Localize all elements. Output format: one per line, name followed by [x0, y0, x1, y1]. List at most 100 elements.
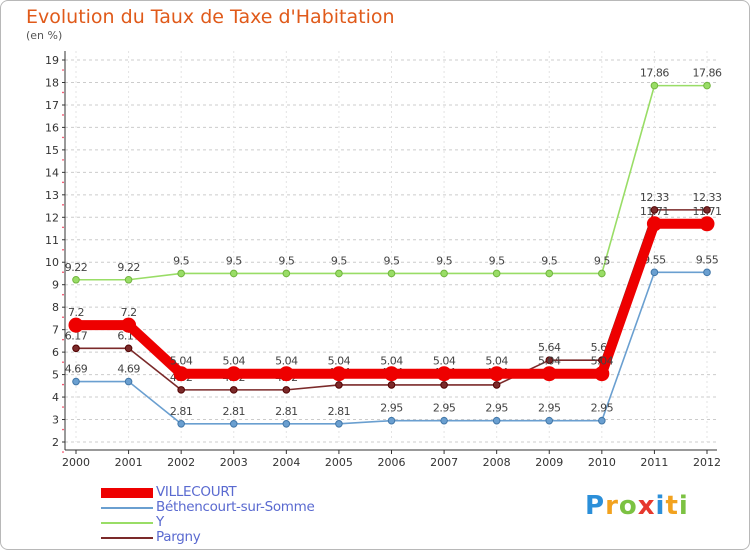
data-label-y: 9.5 [436, 254, 452, 267]
x-tick-label: 2003 [220, 456, 248, 469]
x-tick-label: 2004 [272, 456, 300, 469]
data-point-y [177, 269, 185, 278]
data-label-villecourt: 5.04 [275, 355, 298, 368]
y-minor-dot [62, 159, 64, 161]
y-tick-label: 9 [52, 279, 59, 292]
y-tick-label: 18 [45, 76, 59, 89]
data-point-villecourt [278, 366, 294, 382]
data-label-villecourt: 5.04 [170, 355, 193, 368]
data-label-y: 9.5 [489, 254, 505, 267]
data-point-villecourt [331, 366, 347, 382]
y-minor-dot [62, 271, 64, 274]
y-tick-label: 12 [45, 211, 59, 224]
data-point-pargny [703, 206, 711, 214]
data-point-b-thencourt-sur-somme [229, 419, 238, 428]
data-point-villecourt [121, 317, 137, 333]
y-minor-dot [62, 451, 64, 453]
y-tick-label: 4 [52, 391, 59, 404]
y-minor-dot [62, 226, 64, 229]
legend-label: Y [156, 514, 164, 530]
data-point-villecourt [699, 216, 715, 232]
data-label-pargny: 6.17 [65, 329, 88, 342]
data-label-b-thencourt-sur-somme: 2.81 [328, 405, 351, 418]
data-label-y: 9.22 [117, 261, 140, 274]
data-label-b-thencourt-sur-somme: 2.95 [380, 402, 403, 415]
data-label-y: 9.5 [173, 254, 189, 267]
x-tick-label: 2005 [325, 456, 353, 469]
proxiti-logo: Proxiti [585, 491, 689, 521]
data-label-b-thencourt-sur-somme: 2.81 [275, 405, 298, 418]
y-tick-label: 17 [45, 99, 59, 112]
y-minor-dot [62, 361, 64, 363]
data-point-b-thencourt-sur-somme [703, 268, 711, 277]
data-point-b-thencourt-sur-somme [440, 416, 448, 425]
data-point-b-thencourt-sur-somme [545, 416, 554, 425]
legend-swatch [101, 507, 153, 509]
data-point-b-thencourt-sur-somme [492, 416, 501, 425]
x-tick-label: 2002 [167, 456, 195, 469]
data-point-pargny [177, 386, 185, 394]
data-point-b-thencourt-sur-somme [282, 419, 291, 428]
x-tick-label: 2001 [115, 456, 143, 469]
data-label-y: 9.5 [384, 254, 400, 267]
y-minor-dot [62, 406, 64, 408]
y-tick-label: 2 [52, 436, 59, 449]
data-label-villecourt: 7.2 [68, 306, 84, 319]
y-tick-label: 8 [52, 301, 59, 314]
y-tick-label: 7 [52, 324, 59, 337]
data-label-villecourt: 5.04 [433, 355, 456, 368]
data-point-villecourt [541, 366, 557, 382]
data-point-pargny [335, 381, 343, 389]
data-point-y [229, 269, 238, 278]
data-label-b-thencourt-sur-somme: 2.95 [433, 402, 456, 415]
y-minor-dot [62, 204, 64, 206]
data-label-b-thencourt-sur-somme: 9.55 [643, 253, 666, 266]
legend-swatch [101, 522, 153, 524]
y-tick-label: 14 [45, 166, 59, 179]
x-tick-label: 2010 [588, 456, 616, 469]
chart-title: Evolution du Taux de Taxe d'Habitation [26, 6, 395, 28]
y-tick-label: 3 [52, 414, 59, 427]
data-point-villecourt [436, 366, 452, 382]
data-label-villecourt: 5.04 [223, 355, 246, 368]
x-tick-label: 2009 [535, 456, 563, 469]
y-tick-label: 6 [52, 346, 59, 359]
data-point-b-thencourt-sur-somme [598, 416, 606, 425]
data-label-b-thencourt-sur-somme: 9.55 [696, 253, 719, 266]
chart-unit-label: (en %) [26, 29, 63, 42]
y-minor-dot [62, 69, 64, 71]
data-point-pargny [492, 381, 501, 389]
x-tick-label: 2000 [62, 456, 90, 469]
data-label-b-thencourt-sur-somme: 2.95 [485, 402, 508, 415]
data-label-y: 9.5 [541, 254, 557, 267]
data-label-y: 17.86 [640, 67, 669, 80]
data-point-villecourt [173, 366, 189, 382]
data-point-b-thencourt-sur-somme [177, 419, 185, 428]
data-point-y [72, 275, 80, 284]
data-point-y [492, 269, 501, 278]
y-minor-dot [62, 293, 64, 296]
data-label-villecourt: 5.04 [380, 355, 403, 368]
data-point-y [650, 81, 659, 90]
data-point-b-thencourt-sur-somme [650, 268, 659, 277]
data-point-pargny [124, 344, 133, 353]
data-label-y: 17.86 [693, 67, 722, 80]
data-point-y [387, 269, 396, 278]
data-label-b-thencourt-sur-somme: 2.81 [170, 405, 193, 418]
data-point-villecourt [226, 366, 242, 382]
data-label-pargny: 5.64 [538, 341, 561, 354]
data-label-y: 9.5 [594, 254, 610, 267]
data-point-villecourt [68, 317, 84, 333]
data-point-pargny [72, 344, 80, 353]
data-label-b-thencourt-sur-somme: 2.81 [223, 405, 246, 418]
data-point-pargny [387, 381, 396, 389]
data-label-villecourt: 5.04 [328, 355, 351, 368]
data-label-b-thencourt-sur-somme: 4.69 [117, 363, 140, 376]
y-tick-label: 19 [45, 54, 59, 67]
data-point-y [598, 269, 606, 278]
data-point-b-thencourt-sur-somme [72, 377, 80, 386]
data-label-b-thencourt-sur-somme: 4.69 [65, 363, 88, 376]
data-point-villecourt [489, 366, 505, 382]
